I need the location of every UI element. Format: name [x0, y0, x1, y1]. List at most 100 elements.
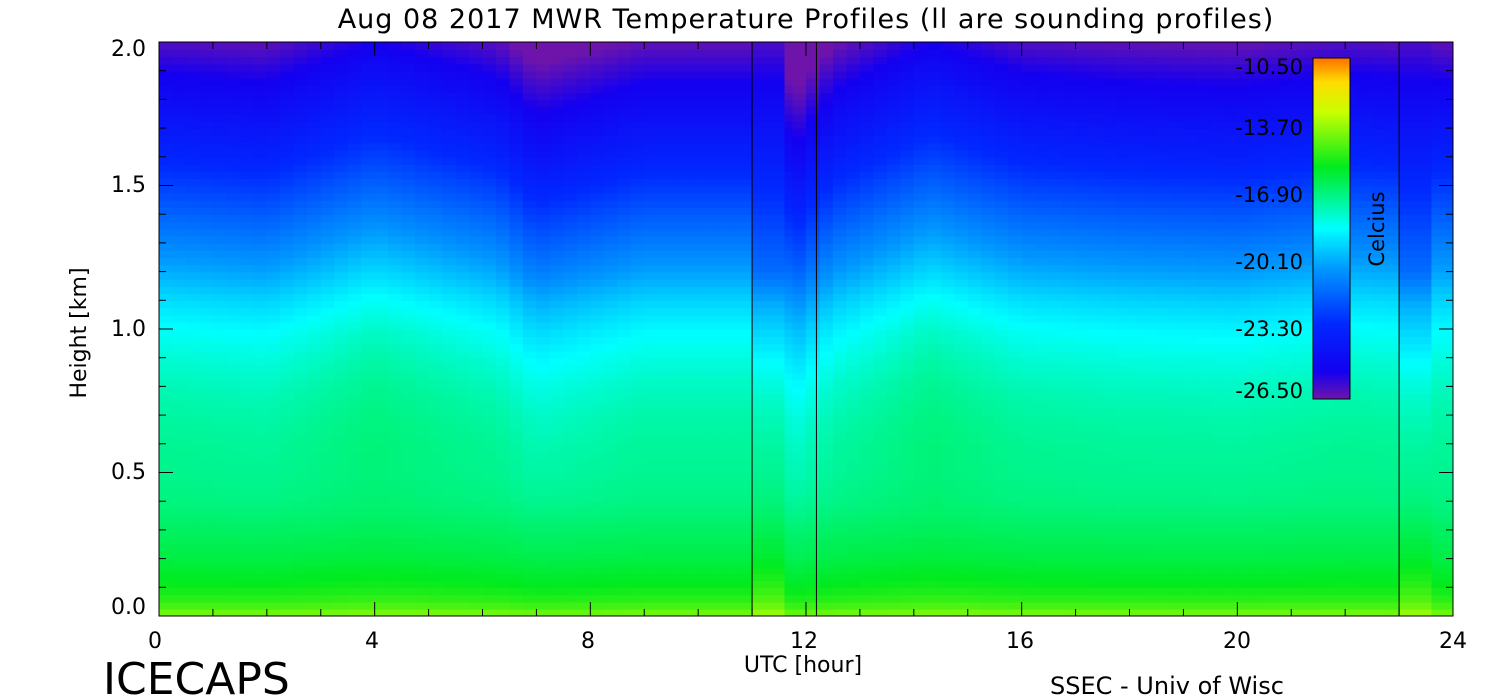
- heatmap-cell: [900, 465, 915, 474]
- heatmap-cell: [361, 228, 376, 237]
- heatmap-cell: [657, 343, 672, 352]
- heatmap-cell: [455, 257, 470, 266]
- heatmap-cell: [442, 537, 457, 546]
- heatmap-cell: [482, 185, 497, 194]
- heatmap-cell: [347, 49, 362, 58]
- heatmap-cell: [239, 77, 255, 86]
- heatmap-cell: [590, 443, 605, 452]
- heatmap-cell: [630, 515, 646, 524]
- heatmap-cell: [671, 580, 686, 589]
- heatmap-cell: [374, 436, 389, 445]
- heatmap-cell: [981, 128, 996, 137]
- heatmap-cell: [617, 63, 632, 72]
- heatmap-cell: [536, 587, 551, 596]
- heatmap-cell: [576, 472, 592, 481]
- heatmap-cell: [415, 257, 430, 266]
- heatmap-cell: [806, 192, 821, 201]
- heatmap-cell: [846, 601, 861, 610]
- heatmap-cell: [266, 594, 282, 603]
- heatmap-cell: [819, 393, 834, 402]
- heatmap-cell: [859, 278, 875, 287]
- heatmap-cell: [792, 407, 807, 416]
- heatmap-cell: [873, 379, 888, 388]
- heatmap-cell: [401, 56, 416, 65]
- heatmap-cell: [334, 156, 349, 165]
- heatmap-cell: [320, 501, 336, 510]
- heatmap-cell: [859, 178, 875, 187]
- heatmap-cell: [833, 314, 848, 323]
- heatmap-cell: [563, 271, 578, 280]
- heatmap-cell: [469, 343, 484, 352]
- heatmap-cell: [630, 529, 646, 538]
- heatmap-cell: [644, 343, 659, 352]
- heatmap-cell: [522, 587, 538, 596]
- heatmap-cell: [374, 350, 389, 359]
- heatmap-cell: [469, 63, 484, 72]
- heatmap-cell: [159, 436, 174, 445]
- heatmap-cell: [266, 156, 282, 165]
- heatmap-cell: [442, 350, 457, 359]
- heatmap-cell: [226, 235, 241, 244]
- heatmap-cell: [199, 293, 214, 302]
- heatmap-cell: [361, 515, 376, 524]
- heatmap-cell: [833, 113, 848, 122]
- heatmap-cell: [522, 400, 538, 409]
- heatmap-cell: [590, 164, 605, 172]
- heatmap-cell: [698, 372, 713, 381]
- heatmap-cell: [576, 336, 592, 345]
- heatmap-cell: [940, 164, 956, 172]
- heatmap-cell: [307, 164, 322, 172]
- heatmap-cell: [644, 364, 659, 373]
- heatmap-cell: [159, 544, 174, 553]
- heatmap-cell: [967, 386, 983, 395]
- heatmap-cell: [469, 214, 484, 223]
- heatmap-cell: [900, 120, 915, 129]
- heatmap-cell: [819, 601, 834, 610]
- heatmap-cell: [819, 343, 834, 352]
- heatmap-cell: [927, 106, 942, 115]
- heatmap-cell: [981, 494, 996, 502]
- heatmap-cell: [819, 286, 834, 294]
- heatmap-cell: [442, 472, 457, 481]
- heatmap-cell: [657, 479, 672, 488]
- heatmap-cell: [833, 63, 848, 72]
- heatmap-cell: [388, 587, 403, 596]
- heatmap-cell: [239, 207, 255, 215]
- heatmap-cell: [374, 580, 389, 589]
- heatmap-cell: [509, 171, 524, 180]
- heatmap-cell: [186, 501, 201, 510]
- heatmap-cell: [684, 407, 699, 416]
- heatmap-cell: [307, 271, 322, 280]
- heatmap-cell: [239, 479, 255, 488]
- heatmap-cell: [563, 199, 578, 208]
- heatmap-cell: [698, 321, 713, 330]
- heatmap-cell: [846, 501, 861, 510]
- heatmap-cell: [199, 321, 214, 330]
- heatmap-cell: [522, 415, 538, 424]
- heatmap-cell: [536, 329, 551, 337]
- heatmap-cell: [159, 529, 174, 538]
- heatmap-cell: [940, 142, 956, 151]
- heatmap-cell: [792, 479, 807, 488]
- heatmap-cell: [725, 63, 740, 72]
- heatmap-cell: [711, 443, 726, 452]
- heatmap-cell: [913, 379, 929, 388]
- heatmap-cell: [361, 178, 376, 187]
- heatmap-cell: [806, 314, 821, 323]
- heatmap-cell: [819, 307, 834, 316]
- heatmap-cell: [320, 415, 336, 424]
- heatmap-cell: [954, 508, 969, 517]
- heatmap-cell: [671, 314, 686, 323]
- heatmap-cell: [415, 386, 430, 395]
- heatmap-cell: [590, 494, 605, 502]
- heatmap-cell: [711, 364, 726, 373]
- heatmap-cell: [415, 537, 430, 546]
- heatmap-cell: [806, 479, 821, 488]
- heatmap-cell: [684, 393, 699, 402]
- heatmap-cell: [253, 235, 268, 244]
- heatmap-cell: [792, 357, 807, 366]
- heatmap-cell: [307, 142, 322, 151]
- heatmap-cell: [954, 92, 969, 101]
- heatmap-cell: [361, 286, 376, 294]
- heatmap-cell: [576, 278, 592, 287]
